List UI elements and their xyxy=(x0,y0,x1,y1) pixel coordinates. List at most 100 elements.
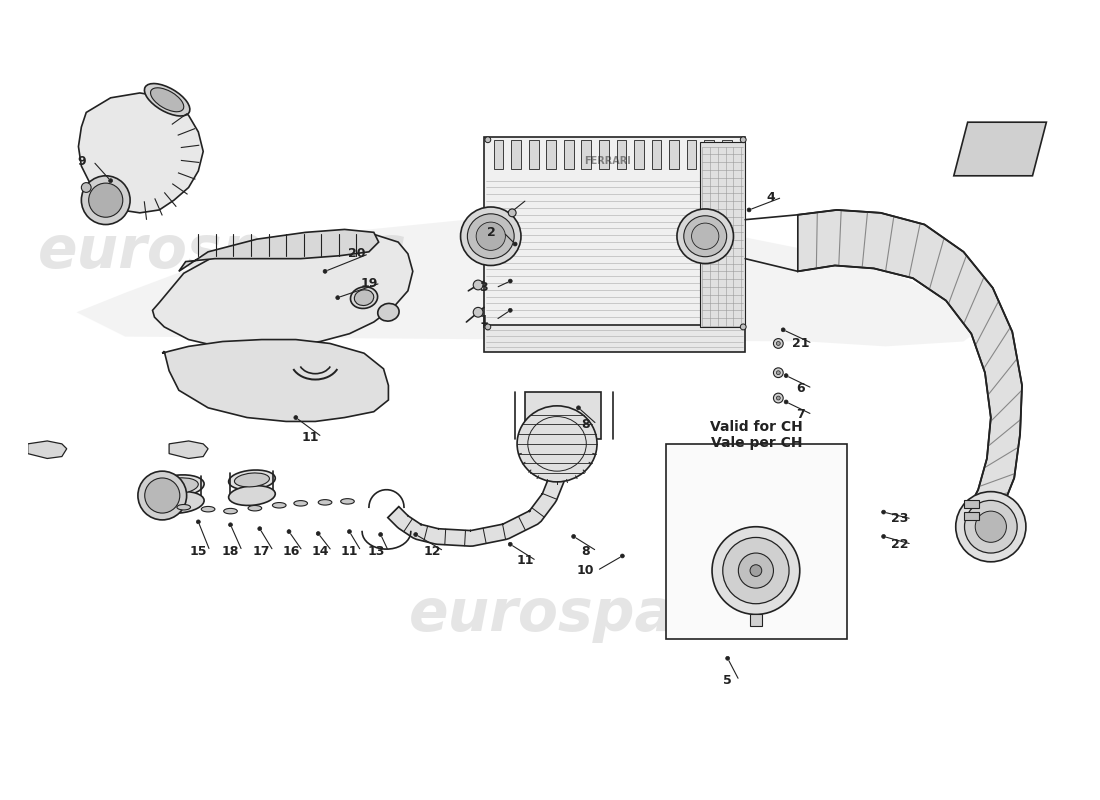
Circle shape xyxy=(508,209,516,217)
Text: 5: 5 xyxy=(724,674,732,687)
Text: 13: 13 xyxy=(368,545,385,558)
Circle shape xyxy=(882,534,886,538)
Circle shape xyxy=(229,523,232,526)
Ellipse shape xyxy=(81,176,130,225)
Bar xyxy=(547,140,557,169)
Text: 19: 19 xyxy=(360,277,377,290)
Circle shape xyxy=(317,531,320,535)
Bar xyxy=(704,140,714,169)
Text: 11: 11 xyxy=(516,554,534,567)
Circle shape xyxy=(572,534,575,538)
Ellipse shape xyxy=(144,83,190,116)
Bar xyxy=(525,392,601,439)
Bar xyxy=(582,140,591,169)
Ellipse shape xyxy=(294,501,308,506)
Circle shape xyxy=(747,208,751,212)
Text: 20: 20 xyxy=(349,247,366,260)
Circle shape xyxy=(723,538,789,604)
Circle shape xyxy=(773,393,783,403)
Ellipse shape xyxy=(177,505,190,510)
Bar xyxy=(964,501,979,508)
Circle shape xyxy=(348,530,351,534)
Ellipse shape xyxy=(273,502,286,508)
Text: 10: 10 xyxy=(576,564,594,577)
Circle shape xyxy=(336,296,340,299)
Polygon shape xyxy=(163,339,388,422)
Circle shape xyxy=(740,137,746,142)
Ellipse shape xyxy=(341,498,354,504)
Polygon shape xyxy=(169,441,208,458)
Circle shape xyxy=(197,520,200,524)
Ellipse shape xyxy=(234,473,270,487)
Bar xyxy=(964,512,979,520)
Ellipse shape xyxy=(976,511,1007,542)
Bar xyxy=(512,140,521,169)
Ellipse shape xyxy=(248,506,262,511)
Circle shape xyxy=(576,406,581,410)
Circle shape xyxy=(620,554,625,558)
Bar xyxy=(484,137,745,327)
Polygon shape xyxy=(388,475,564,546)
Bar xyxy=(564,140,573,169)
Text: 18: 18 xyxy=(222,545,239,558)
Polygon shape xyxy=(153,232,412,350)
Bar xyxy=(494,140,504,169)
Ellipse shape xyxy=(154,491,205,514)
Bar xyxy=(667,444,847,639)
Ellipse shape xyxy=(461,207,521,266)
Ellipse shape xyxy=(956,492,1026,562)
Ellipse shape xyxy=(89,183,123,218)
Text: 16: 16 xyxy=(283,545,299,558)
Circle shape xyxy=(777,396,780,400)
Circle shape xyxy=(784,400,788,404)
Circle shape xyxy=(485,324,491,330)
Ellipse shape xyxy=(223,508,238,514)
Polygon shape xyxy=(179,230,378,271)
Circle shape xyxy=(726,656,729,660)
Bar xyxy=(600,140,608,169)
Ellipse shape xyxy=(377,303,399,321)
Circle shape xyxy=(514,242,517,246)
Polygon shape xyxy=(954,122,1046,176)
Ellipse shape xyxy=(160,478,198,494)
Ellipse shape xyxy=(154,475,205,497)
Circle shape xyxy=(378,533,383,537)
Ellipse shape xyxy=(201,506,214,512)
Ellipse shape xyxy=(676,209,734,263)
Text: 21: 21 xyxy=(792,337,810,350)
Circle shape xyxy=(712,526,800,614)
Circle shape xyxy=(740,324,746,330)
Bar xyxy=(484,325,745,352)
Circle shape xyxy=(287,530,290,534)
Polygon shape xyxy=(701,142,745,327)
Text: 1: 1 xyxy=(480,314,488,326)
Text: Vale per CH: Vale per CH xyxy=(711,436,802,450)
Text: FERRARI: FERRARI xyxy=(584,156,631,166)
Bar xyxy=(616,140,626,169)
Ellipse shape xyxy=(229,470,275,490)
Circle shape xyxy=(738,553,773,588)
Text: 14: 14 xyxy=(311,545,329,558)
Circle shape xyxy=(773,338,783,348)
Bar xyxy=(686,140,696,169)
Circle shape xyxy=(508,542,513,546)
Circle shape xyxy=(109,178,112,182)
Ellipse shape xyxy=(692,223,719,250)
Text: 12: 12 xyxy=(424,545,441,558)
Circle shape xyxy=(773,368,783,378)
Ellipse shape xyxy=(318,500,332,505)
Circle shape xyxy=(750,565,762,577)
Circle shape xyxy=(777,342,780,346)
Text: 22: 22 xyxy=(891,538,909,550)
Text: 15: 15 xyxy=(189,545,207,558)
Ellipse shape xyxy=(351,287,377,309)
Text: 11: 11 xyxy=(341,545,359,558)
Bar xyxy=(669,140,679,169)
Circle shape xyxy=(882,510,886,514)
Circle shape xyxy=(294,415,298,419)
Ellipse shape xyxy=(965,501,1018,553)
Text: 7: 7 xyxy=(796,408,805,421)
Bar xyxy=(634,140,643,169)
Text: 8: 8 xyxy=(581,545,590,558)
Text: 9: 9 xyxy=(77,154,86,168)
